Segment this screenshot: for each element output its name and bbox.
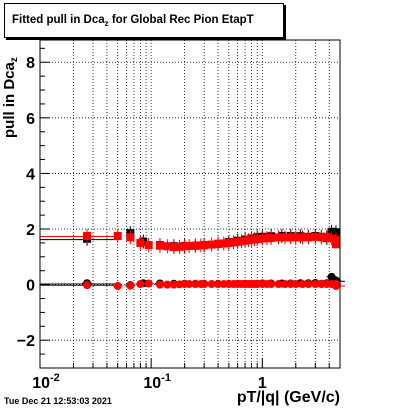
red-mean-point (304, 280, 313, 289)
x-tick-label-exp: -2 (50, 372, 60, 384)
red-mean-point (274, 280, 283, 289)
red-mean-point (214, 280, 223, 289)
red-mean-point (291, 280, 300, 289)
red-sigma-point (298, 233, 307, 242)
red-mean-point (185, 280, 194, 289)
red-mean-point (332, 282, 340, 290)
red-sigma-point (136, 238, 145, 247)
red-sigma-point (224, 238, 233, 247)
y-tick-label: 8 (26, 55, 35, 72)
y-tick-label: 6 (26, 111, 35, 128)
red-mean-point (83, 281, 92, 290)
red-sigma-point (274, 233, 283, 242)
red-sigma-point (185, 241, 194, 250)
red-sigma-point (291, 233, 300, 242)
red-mean-point (267, 280, 276, 289)
red-sigma-point (317, 233, 326, 242)
plot-area (40, 40, 340, 368)
y-tick-label: −2 (17, 333, 35, 350)
red-mean-point (169, 280, 178, 289)
red-sigma-point (200, 241, 209, 250)
red-sigma-point (253, 235, 262, 244)
red-mean-point (136, 280, 145, 289)
chart-title: Fitted pull in Dcaz for Global Rec Pion … (12, 14, 254, 28)
red-mean-point (113, 282, 122, 290)
red-sigma-point (280, 233, 289, 242)
red-sigma-point (304, 233, 313, 242)
red-sigma-point (262, 234, 271, 243)
red-mean-point (298, 280, 307, 289)
y-tick-label: 2 (26, 222, 35, 239)
red-sigma-point (311, 232, 320, 241)
red-sigma-point (113, 231, 122, 240)
red-sigma-point (83, 231, 92, 240)
red-sigma-point (144, 241, 153, 250)
red-sigma-point (286, 233, 295, 242)
red-sigma-point (175, 242, 184, 251)
red-sigma-point (180, 242, 189, 251)
red-sigma-point (163, 242, 172, 251)
red-mean-point (207, 280, 216, 289)
red-sigma-point (322, 232, 331, 241)
y-tick-label: 4 (26, 166, 35, 183)
y-axis-label-main: pull in Dca (1, 62, 18, 138)
red-sigma-point (126, 233, 135, 242)
x-tick-label: 10-1 (143, 372, 171, 392)
red-mean-point (311, 280, 320, 289)
red-mean-point (144, 279, 153, 288)
red-sigma-point (169, 243, 178, 252)
chart-title-suffix: for Global Rec Pion EtapT (108, 14, 254, 26)
red-sigma-point (155, 241, 164, 250)
datestamp: Tue Dec 21 12:53:03 2021 (4, 396, 112, 406)
red-sigma-point (219, 239, 228, 248)
chart-title-sub: z (104, 19, 109, 28)
red-sigma-point (258, 234, 267, 243)
x-tick-label-exp: -1 (161, 372, 171, 384)
red-mean-point (200, 280, 209, 289)
red-sigma-point (191, 241, 200, 250)
y-axis-label-sub: z (9, 57, 20, 63)
red-mean-point (126, 281, 135, 290)
x-axis-label: pT/|q| (GeV/c) (236, 389, 340, 406)
red-mean-point (191, 280, 200, 289)
black-sigma-point (332, 228, 340, 237)
red-mean-point (155, 280, 164, 289)
plot-frame (39, 39, 341, 369)
chart-title-main: Fitted pull in Dca (12, 14, 105, 26)
x-tick-label-base: 10 (143, 375, 161, 392)
red-sigma-point (214, 240, 223, 249)
red-sigma-point (331, 235, 340, 244)
red-sigma-point (207, 240, 216, 249)
y-axis-label: pull in Dcaz (1, 57, 20, 138)
red-sigma-point (332, 240, 340, 249)
red-mean-point (280, 280, 289, 289)
red-sigma-point (267, 233, 276, 242)
x-tick-label: 1 (258, 375, 267, 392)
red-sigma-point (327, 234, 336, 243)
chart-title-box: Fitted pull in Dcaz for Global Rec Pion … (4, 3, 284, 38)
y-tick-label: 0 (26, 278, 35, 295)
x-tick-label-base: 10 (32, 375, 50, 392)
red-mean-point (163, 280, 172, 289)
x-tick-label: 10-2 (32, 372, 60, 392)
red-sigma-point (229, 238, 238, 247)
